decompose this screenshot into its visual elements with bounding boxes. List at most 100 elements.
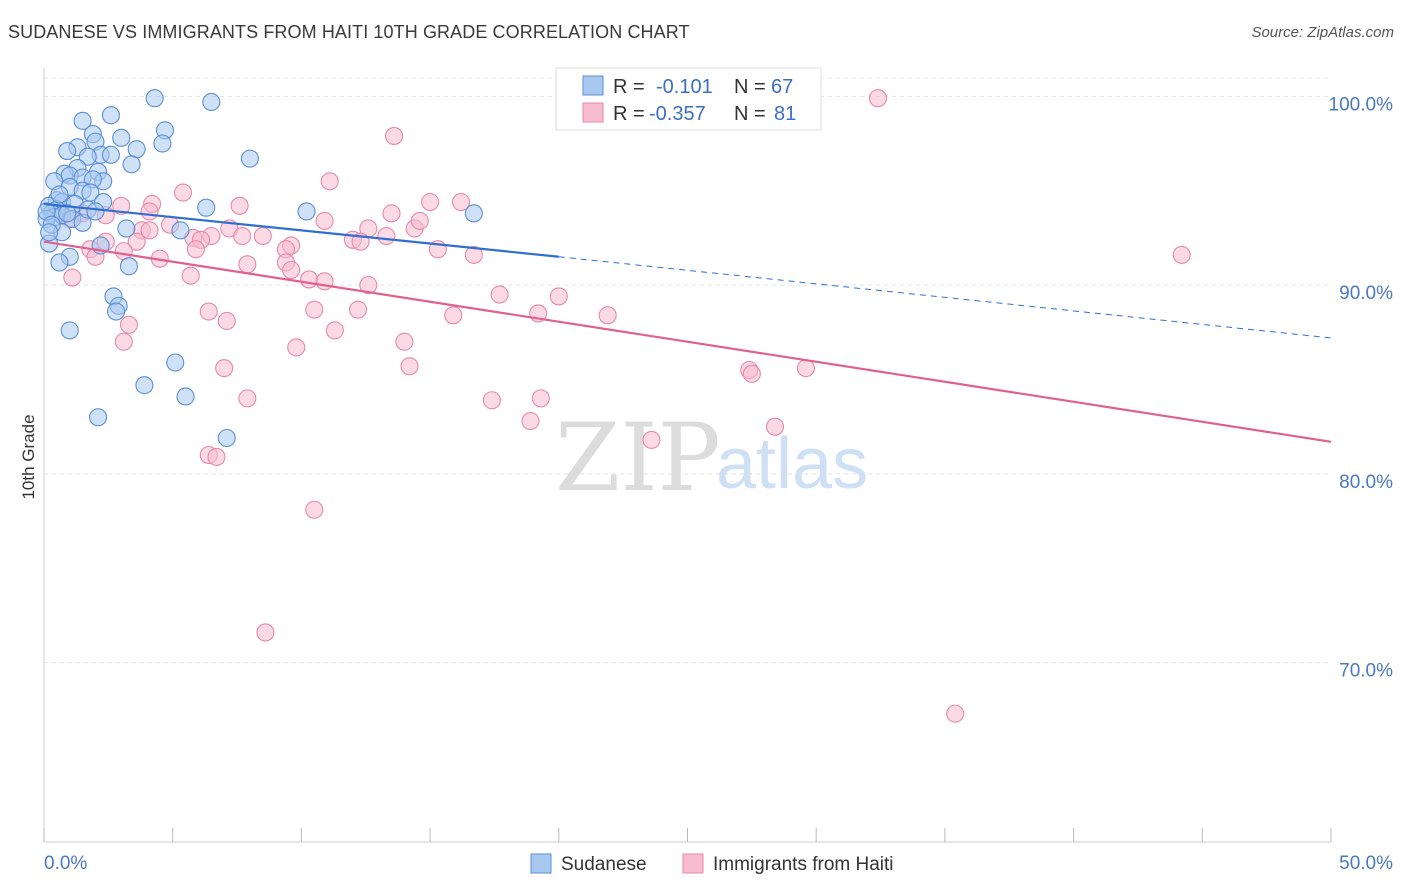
haiti-point — [315, 211, 334, 230]
haiti-point — [742, 364, 761, 383]
legend-n-label-1: N = — [734, 76, 766, 98]
sudanese-point — [112, 128, 131, 147]
haiti-point — [217, 311, 236, 331]
haiti-point — [377, 226, 396, 246]
series-sudanese-points — [37, 89, 483, 448]
haiti-point — [451, 192, 471, 212]
haiti-point — [359, 276, 378, 295]
legend-n-value-2: 81 — [774, 103, 796, 125]
haiti-point — [140, 202, 159, 221]
haiti-point — [186, 240, 205, 259]
haiti-point — [140, 221, 159, 240]
chart-title: SUDANESE VS IMMIGRANTS FROM HAITI 10TH G… — [8, 22, 690, 42]
legend-swatch-haiti — [582, 102, 604, 123]
haiti-point — [300, 270, 319, 289]
haiti-point — [382, 204, 401, 223]
y-tick-label: 100.0% — [1329, 94, 1394, 115]
sudanese-point — [240, 149, 259, 168]
y-tick-labels: 100.0% 90.0% 80.0% 70.0% — [1329, 94, 1394, 681]
haiti-point — [325, 321, 344, 340]
haiti-point — [765, 417, 785, 436]
haiti-point — [181, 266, 200, 285]
legend-r-label-1: R = — [613, 76, 645, 98]
y-tick-label: 90.0% — [1339, 283, 1393, 304]
watermark-zip: ZIP — [555, 404, 721, 513]
legend-n-value-1: 67 — [771, 76, 793, 98]
sudanese-point — [135, 376, 154, 395]
haiti-point — [199, 302, 218, 321]
y-tick-label: 70.0% — [1339, 661, 1393, 682]
sudanese-point — [145, 89, 164, 108]
haiti-point — [444, 306, 463, 325]
x-tick-label-min: 0.0% — [44, 853, 87, 874]
gridlines — [44, 77, 1331, 664]
trend-lines — [43, 202, 1332, 443]
haiti-point — [868, 89, 888, 108]
sudanese-point — [50, 185, 69, 204]
source-label: Source: ZipAtlas.com — [1251, 24, 1394, 41]
sudanese-point — [89, 408, 108, 427]
legend-r-value-1: -0.101 — [656, 76, 713, 98]
haiti-point — [119, 315, 138, 334]
haiti-point — [287, 338, 306, 357]
legend-bottom-label-haiti: Immigrants from Haiti — [713, 854, 894, 875]
haiti-point — [400, 357, 419, 376]
sudanese-point — [464, 204, 483, 223]
haiti-point — [642, 430, 661, 449]
legend-bottom-swatch-sudanese — [530, 853, 552, 874]
x-tick-label-max: 50.0% — [1339, 853, 1393, 874]
haiti-point — [531, 389, 550, 408]
trend-line-haiti — [43, 240, 1332, 443]
haiti-point — [320, 172, 339, 191]
haiti-point — [796, 359, 815, 378]
haiti-point — [482, 391, 501, 410]
sudanese-point — [119, 257, 138, 276]
haiti-point — [549, 287, 568, 306]
legend-n-label-2: N = — [734, 103, 766, 125]
haiti-point — [114, 332, 133, 351]
haiti-point — [112, 196, 131, 215]
legend-swatch-sudanese — [582, 75, 604, 96]
legend-top: R = -0.101 N = 67 R = -0.357 N = 81 — [555, 67, 822, 131]
sudanese-point — [58, 142, 77, 161]
sudanese-point — [107, 302, 126, 321]
haiti-point — [305, 300, 324, 319]
haiti-point — [230, 196, 249, 215]
legend-bottom-label-sudanese: Sudanese — [561, 854, 647, 875]
sudanese-point — [202, 92, 221, 112]
sudanese-point — [176, 387, 195, 406]
haiti-point — [238, 255, 257, 274]
haiti-point — [233, 226, 252, 246]
haiti-point — [410, 211, 429, 230]
haiti-point — [385, 126, 404, 146]
y-axis-label: 10th Grade — [19, 414, 38, 499]
haiti-point — [282, 260, 301, 280]
haiti-point — [63, 268, 82, 287]
sudanese-point — [122, 155, 141, 174]
sudanese-point — [78, 147, 97, 166]
legend-bottom-swatch-haiti — [682, 853, 704, 874]
watermark-atlas: atlas — [716, 424, 868, 504]
sudanese-point — [117, 219, 136, 238]
trend-line-sudanese — [43, 202, 559, 258]
haiti-point — [173, 183, 193, 202]
y-tick-label: 80.0% — [1339, 472, 1393, 493]
haiti-point — [421, 192, 440, 212]
sudanese-point — [153, 134, 172, 153]
legend-r-value-2: -0.357 — [649, 103, 706, 125]
haiti-point — [464, 245, 483, 264]
haiti-point — [207, 447, 226, 466]
haiti-point — [521, 411, 540, 431]
haiti-point — [256, 623, 275, 642]
legend-r-label-2: R = — [613, 103, 645, 125]
trend-line-sudanese-extension — [558, 256, 1332, 339]
sudanese-point — [197, 198, 216, 217]
sudanese-point — [73, 111, 92, 130]
haiti-point — [598, 306, 617, 325]
haiti-point — [395, 332, 414, 351]
haiti-point — [114, 242, 133, 261]
sudanese-point — [297, 202, 316, 221]
sudanese-point — [171, 221, 190, 240]
haiti-point — [238, 389, 257, 408]
